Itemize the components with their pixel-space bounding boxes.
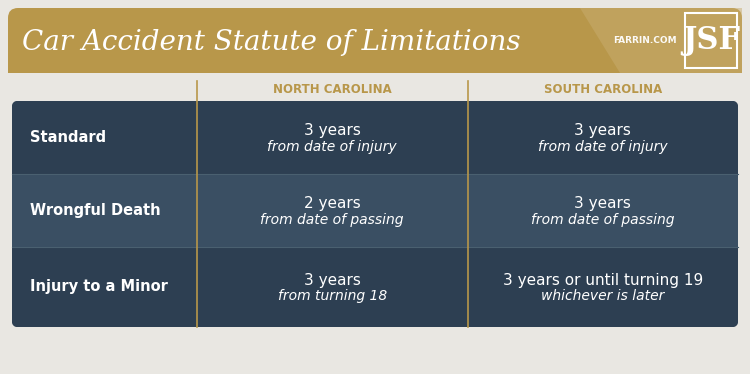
FancyBboxPatch shape	[12, 101, 738, 327]
Text: from date of passing: from date of passing	[260, 212, 404, 227]
Text: from date of injury: from date of injury	[268, 140, 397, 153]
Text: FARRIN.COM: FARRIN.COM	[614, 36, 677, 45]
Text: 3 years or until turning 19: 3 years or until turning 19	[503, 273, 703, 288]
FancyBboxPatch shape	[8, 8, 742, 366]
Text: Car Accident Statute of Limitations: Car Accident Statute of Limitations	[22, 29, 520, 56]
Text: NORTH CAROLINA: NORTH CAROLINA	[273, 83, 392, 95]
FancyBboxPatch shape	[12, 101, 738, 174]
Polygon shape	[580, 8, 742, 73]
Text: from date of passing: from date of passing	[531, 212, 674, 227]
Bar	[8, 58, 742, 73]
Text: Standard: Standard	[30, 130, 106, 145]
FancyBboxPatch shape	[8, 8, 742, 73]
Bar	[12, 174, 738, 247]
Text: Wrongful Death: Wrongful Death	[30, 203, 160, 218]
Text: Injury to a Minor: Injury to a Minor	[30, 279, 168, 294]
Text: 2 years: 2 years	[304, 196, 361, 211]
Text: whichever is later: whichever is later	[541, 289, 664, 303]
Text: 3 years: 3 years	[304, 123, 361, 138]
Text: 3 years: 3 years	[574, 196, 632, 211]
Text: 3 years: 3 years	[304, 273, 361, 288]
Text: 3 years: 3 years	[574, 123, 632, 138]
Text: JSF: JSF	[682, 25, 740, 56]
FancyBboxPatch shape	[12, 247, 738, 327]
Bar	[12, 247, 738, 257]
Text: SOUTH CAROLINA: SOUTH CAROLINA	[544, 83, 662, 95]
Text: from date of injury: from date of injury	[538, 140, 668, 153]
Bar	[12, 164, 738, 174]
Text: from turning 18: from turning 18	[278, 289, 387, 303]
